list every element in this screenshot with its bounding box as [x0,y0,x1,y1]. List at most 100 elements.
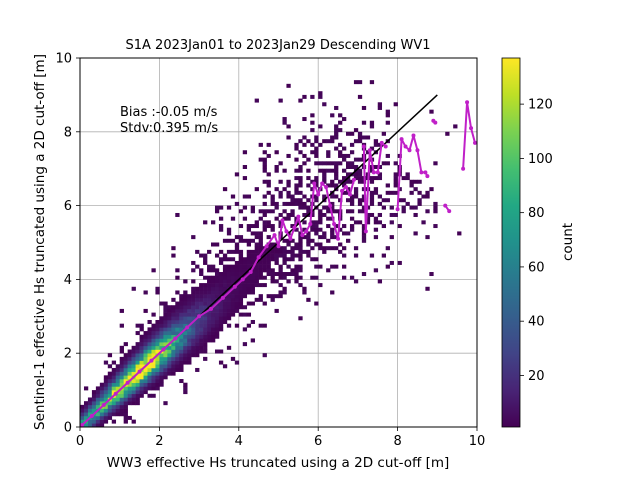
heatmap-bin [318,264,323,269]
heatmap-bin [139,393,144,398]
binned-mean-point [395,207,400,212]
heatmap-bin [195,305,200,310]
heatmap-bin [175,338,180,343]
heatmap-bin [349,227,355,232]
heatmap-bin [298,316,303,321]
heatmap-bin [151,360,156,365]
heatmap-bin [417,201,422,206]
heatmap-bin [87,419,93,424]
heatmap-bin [310,257,315,262]
binned-mean-point [473,140,477,145]
binned-mean-point [351,177,356,182]
heatmap-bin [314,150,319,155]
heatmap-bin [274,253,279,258]
heatmap-bin [171,312,176,317]
heatmap-bin [266,183,271,188]
heatmap-bin [306,168,311,173]
heatmap-bin [369,253,375,258]
heatmap-bin [127,390,132,395]
heatmap-bin [298,283,303,288]
heatmap-bin [314,176,319,181]
heatmap-bin [373,190,379,195]
heatmap-bin [326,209,331,214]
heatmap-bin [80,415,85,420]
heatmap-bin [385,198,390,203]
heatmap-bin [131,367,136,372]
heatmap-bin [111,375,117,380]
heatmap-bin [119,375,124,380]
heatmap-bin [234,294,240,299]
heatmap-bin [381,253,386,258]
heatmap-bin [214,290,220,295]
heatmap-bin [175,342,180,347]
heatmap-bin [214,268,220,273]
heatmap-bin [187,312,192,317]
heatmap-bin [258,260,263,265]
heatmap-bin [302,235,307,240]
heatmap-bin [357,157,363,162]
heatmap-bin [274,246,279,251]
heatmap-bin [330,246,335,251]
heatmap-bin [310,120,315,125]
heatmap-bin [163,301,168,306]
heatmap-bin [238,249,244,254]
heatmap-bin [258,216,263,221]
heatmap-bin [274,272,279,277]
heatmap-bin [183,294,188,299]
heatmap-bin [147,327,152,332]
heatmap-bin [171,349,176,354]
heatmap-bin [433,224,438,229]
heatmap-bin [155,345,160,350]
heatmap-bin [143,360,148,365]
heatmap-bin [183,323,188,328]
heatmap-bin [310,150,315,155]
heatmap-bin [203,301,208,306]
heatmap-bin [214,279,220,284]
heatmap-bin [123,408,128,413]
heatmap-bin [155,371,160,376]
heatmap-bin [211,323,216,328]
heatmap-bin [163,319,168,324]
heatmap-bin [163,353,168,358]
heatmap-bin [369,190,375,195]
heatmap-bin [103,404,109,409]
heatmap-bin [83,408,89,413]
heatmap-bin [254,275,259,280]
heatmap-bin [187,327,192,332]
heatmap-bin [294,176,299,181]
heatmap-bin [115,401,120,406]
heatmap-bin [199,342,204,347]
heatmap-bin [179,305,184,310]
heatmap-bin [258,272,263,277]
heatmap-bin [163,364,168,369]
heatmap-bin [234,201,240,206]
heatmap-bin [226,316,232,321]
heatmap-bin [266,153,271,158]
heatmap-bin [103,412,109,417]
heatmap-bin [246,257,252,262]
heatmap-bin [242,283,248,288]
heatmap-bin [250,249,255,254]
heatmap-bin [254,283,259,288]
x-tick-label: 6 [314,434,322,449]
heatmap-bin [330,135,335,140]
heatmap-bin [127,353,132,358]
heatmap-bin [326,238,331,243]
heatmap-bin [242,294,248,299]
heatmap-bin [357,209,363,214]
heatmap-bin [294,157,299,162]
heatmap-bin [111,404,117,409]
heatmap-bin [135,397,140,402]
heatmap-bin [147,379,152,384]
heatmap-bin [397,260,402,265]
heatmap-bin [99,423,105,427]
heatmap-bin [262,209,267,214]
heatmap-bin [373,142,379,147]
heatmap-bin [373,176,379,181]
heatmap-bin [207,279,212,284]
heatmap-bin [135,401,140,406]
heatmap-bin [199,308,204,313]
heatmap-bin [175,316,180,321]
heatmap-bin [131,353,136,358]
heatmap-bin [242,312,248,317]
